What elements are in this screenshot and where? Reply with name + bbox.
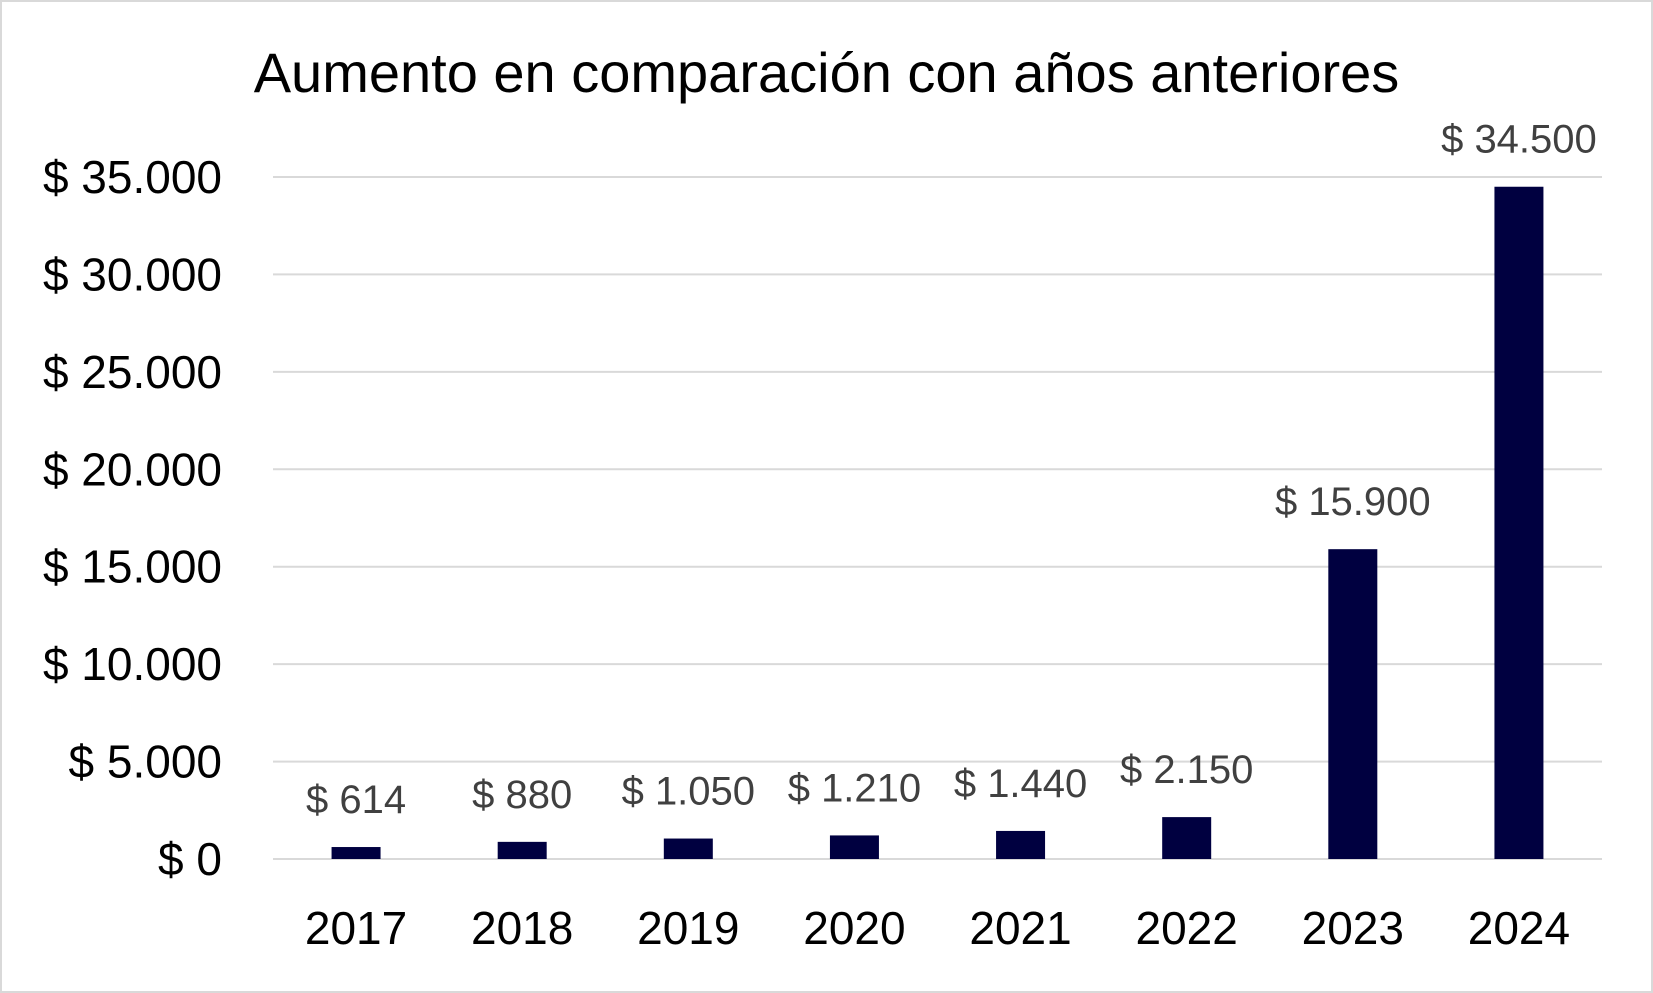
y-tick-label: $ 20.000 <box>43 443 222 495</box>
bar-2018 <box>497 841 547 859</box>
data-label: $ 34.500 <box>1441 118 1597 162</box>
x-tick-label: 2023 <box>1302 902 1404 954</box>
data-label: $ 15.900 <box>1275 480 1431 524</box>
x-tick-label: 2022 <box>1136 902 1238 954</box>
y-tick-label: $ 35.000 <box>43 151 222 203</box>
bar-2023 <box>1328 549 1378 859</box>
x-axis-ticks: 2017 2018 2019 2020 2021 2022 2023 2024 <box>305 902 1570 954</box>
x-tick-label: 2021 <box>969 902 1071 954</box>
x-tick-label: 2017 <box>305 902 407 954</box>
data-label: $ 1.210 <box>788 766 921 810</box>
data-label: $ 2.150 <box>1120 748 1253 792</box>
x-tick-label: 2020 <box>803 902 905 954</box>
y-tick-label: $ 25.000 <box>43 346 222 398</box>
x-tick-label: 2019 <box>637 902 739 954</box>
y-tick-label: $ 15.000 <box>43 541 222 593</box>
data-label: $ 1.440 <box>954 762 1087 806</box>
chart-title: Aumento en comparación con años anterior… <box>253 41 1400 104</box>
data-label: $ 614 <box>306 778 406 822</box>
data-label: $ 880 <box>472 773 572 817</box>
bar-2022 <box>1162 817 1212 859</box>
bar-2021 <box>996 830 1046 859</box>
y-tick-label: $ 10.000 <box>43 638 222 690</box>
y-tick-label: $ 0 <box>158 833 222 885</box>
bars <box>331 186 1544 859</box>
y-axis-ticks: $ 0 $ 5.000 $ 10.000 $ 15.000 $ 20.000 $ 25.0… <box>43 151 222 885</box>
data-labels: $ 614 $ 880 $ 1.050 $ 1.210 $ 1.440 $ 2.150 $ … <box>306 118 1597 822</box>
x-tick-label: 2018 <box>471 902 573 954</box>
bar-2024 <box>1494 186 1544 859</box>
y-tick-label: $ 5.000 <box>69 736 222 788</box>
x-tick-label: 2024 <box>1468 902 1570 954</box>
bar-2017 <box>331 847 381 859</box>
gridlines <box>273 176 1602 860</box>
bar-2020 <box>829 835 879 859</box>
data-label: $ 1.050 <box>622 770 755 814</box>
y-tick-label: $ 30.000 <box>43 248 222 300</box>
bar-2019 <box>663 838 713 859</box>
